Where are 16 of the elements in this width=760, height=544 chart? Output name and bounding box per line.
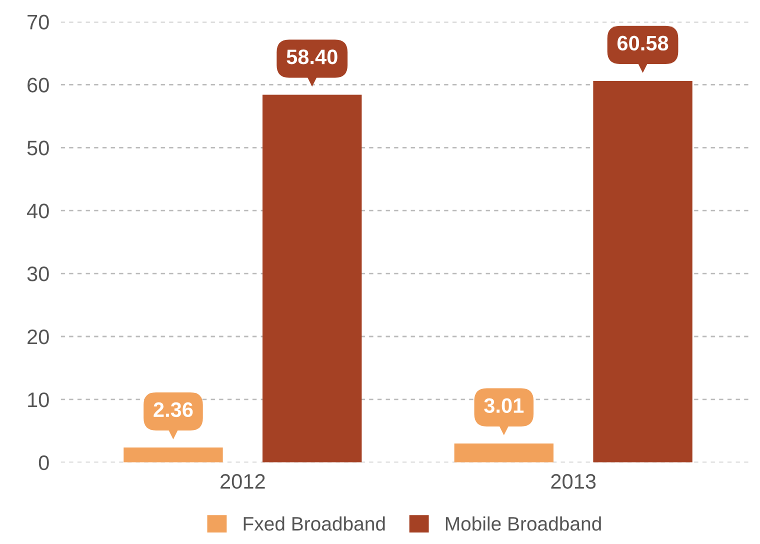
y-tick-label: 20 <box>28 330 49 344</box>
x-tick-label: 2013 <box>551 474 596 489</box>
y-tick-label: 10 <box>28 392 49 408</box>
y-tick-label: 30 <box>27 266 49 282</box>
data-label: 58.40 <box>286 50 338 64</box>
legend-label: Fxed Broadband <box>244 516 385 531</box>
y-tick-label: 40 <box>26 204 49 218</box>
y-tick-label: 50 <box>27 140 49 156</box>
y-tick-label: 60 <box>28 78 49 92</box>
data-label: 60.58 <box>617 36 668 51</box>
legend-label: Mobile Broadband <box>446 516 601 531</box>
data-label: 2.36 <box>154 402 193 418</box>
data-label: 3.01 <box>484 398 524 413</box>
x-tick-label: 2012 <box>220 474 265 489</box>
y-tick-label: 0 <box>38 455 49 470</box>
y-tick-label: 70 <box>28 14 49 30</box>
